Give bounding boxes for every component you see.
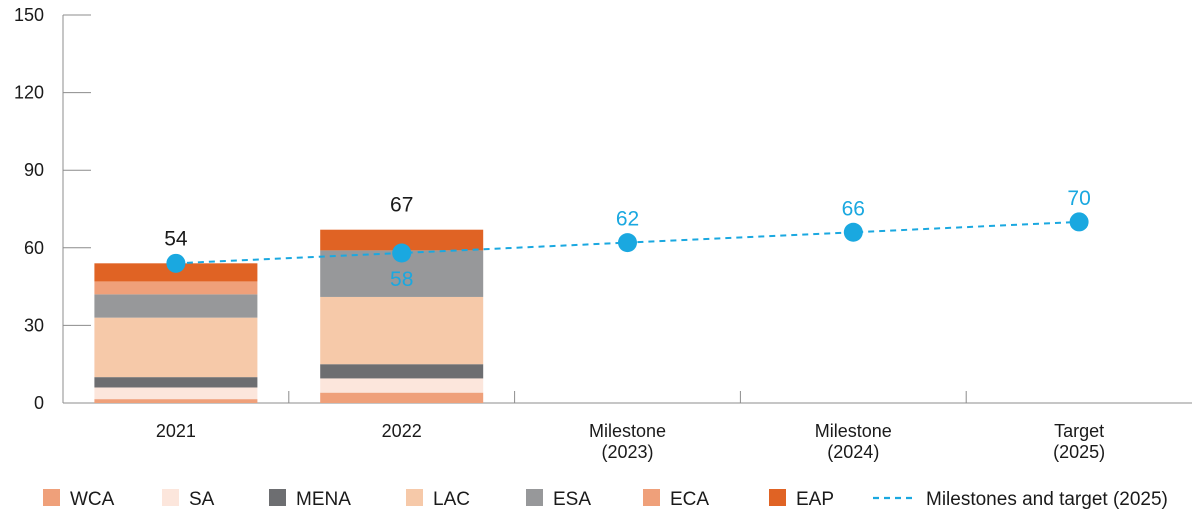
legend-item: MENA <box>269 489 351 510</box>
bar-segment-lac <box>94 317 258 378</box>
legend-item: SA <box>162 489 215 510</box>
bar-segment-eca <box>94 281 258 295</box>
bar-segment-wca <box>94 399 258 403</box>
bar-segment-lac <box>320 296 484 365</box>
legend-label: SA <box>189 489 215 510</box>
y-tick-label: 120 <box>14 83 44 103</box>
y-tick-label: 90 <box>24 160 44 180</box>
legend-item: Milestones and target (2025) <box>873 489 1168 510</box>
milestone-point <box>166 253 186 273</box>
milestone-point <box>843 222 863 242</box>
bars <box>94 229 484 403</box>
milestone-value-label: 70 <box>1067 187 1090 210</box>
legend-item: WCA <box>43 489 115 510</box>
legend-swatch <box>526 489 543 506</box>
bar-total-label: 67 <box>390 194 413 217</box>
legend-swatch <box>769 489 786 506</box>
milestone-line-layer <box>166 212 1089 273</box>
legend-label: WCA <box>70 489 115 510</box>
x-tick-label: 2021 <box>156 421 196 441</box>
legend-label: ESA <box>553 489 591 510</box>
legend-item: EAP <box>769 489 834 510</box>
y-tick-label: 0 <box>34 393 44 413</box>
milestone-point <box>1069 212 1089 232</box>
bar-segment-esa <box>94 294 258 318</box>
bar-segment-sa <box>94 387 258 400</box>
legend-item: LAC <box>406 489 470 510</box>
bar-segment-mena <box>94 377 258 388</box>
x-tick-label: Milestone (2023) <box>589 421 666 462</box>
legend-label: EAP <box>796 489 834 510</box>
milestone-point <box>392 243 412 263</box>
legend-item: ESA <box>526 489 591 510</box>
bar-segment-eap <box>320 229 484 251</box>
legend-label: MENA <box>296 489 351 510</box>
x-tick-label: Target (2025) <box>1053 421 1105 462</box>
bar-segment-mena <box>320 364 484 379</box>
y-tick-label: 60 <box>24 238 44 258</box>
legend-swatch <box>406 489 423 506</box>
legend-swatch <box>643 489 660 506</box>
legend-swatch <box>269 489 286 506</box>
legend: WCA SA MENA LAC ESA ECA EAP Milestones and targ… <box>43 489 1168 510</box>
bar-segment-sa <box>320 378 484 393</box>
legend-label: LAC <box>433 489 470 510</box>
milestone-value-label: 66 <box>842 197 865 220</box>
legend-label: ECA <box>670 489 709 510</box>
milestone-value-label: 58 <box>390 268 413 291</box>
milestone-value-label: 62 <box>616 208 639 231</box>
axes: 0 30 60 90 120 150 2021 2022 Milestone (2023) Mile… <box>14 5 1192 462</box>
y-tick-label: 150 <box>14 5 44 25</box>
milestone-point <box>618 233 637 253</box>
x-tick-label: 2022 <box>382 421 422 441</box>
legend-label: Milestones and target (2025) <box>926 489 1168 510</box>
x-tick-label: Milestone (2024) <box>815 421 892 462</box>
bar-segment-wca <box>320 392 484 403</box>
legend-swatch <box>162 489 179 506</box>
data-labels: 54 67 58 62 66 70 <box>164 187 1091 291</box>
legend-item: ECA <box>643 489 709 510</box>
y-tick-label: 30 <box>24 315 44 335</box>
bar-total-label: 54 <box>164 227 188 250</box>
legend-swatch <box>43 489 60 506</box>
